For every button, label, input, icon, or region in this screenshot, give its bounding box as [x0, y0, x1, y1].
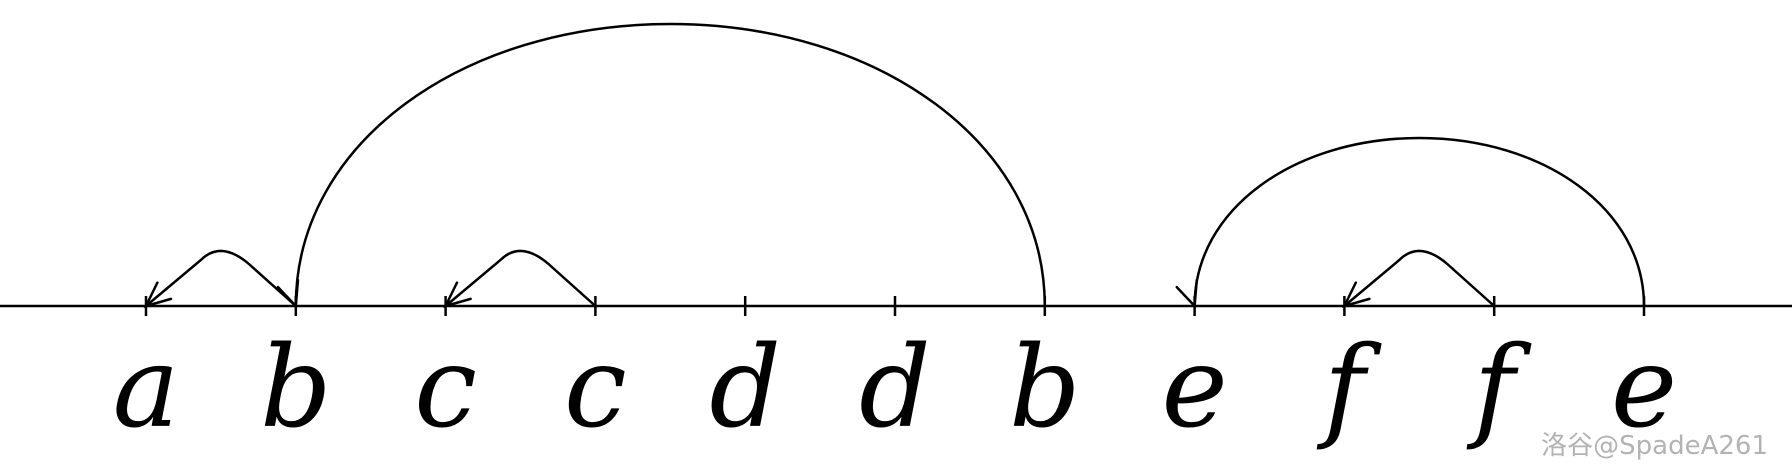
sequence-letter: d	[859, 323, 931, 453]
sequence-letter: b	[260, 323, 332, 453]
arc-arrow	[443, 249, 597, 308]
arc-path	[1193, 136, 1646, 307]
arrowhead	[143, 281, 173, 308]
watermark: 洛谷@SpadeA261	[1541, 431, 1768, 461]
sequence-letter: b	[1009, 323, 1081, 453]
arrowhead	[443, 281, 472, 308]
sequence-letter: e	[1611, 323, 1677, 453]
arrowhead	[1342, 281, 1371, 308]
sequence-letter: c	[564, 323, 627, 453]
sequence-letter: d	[709, 323, 781, 453]
arc-path	[444, 249, 597, 307]
sequence-letter: c	[414, 323, 477, 453]
sequence-letter: f	[1317, 323, 1383, 453]
arc-arrow	[276, 22, 1047, 309]
arc-arrow	[1342, 249, 1496, 308]
arc-path	[294, 22, 1047, 307]
arc-path	[1343, 249, 1496, 307]
arc-arrow	[1175, 136, 1646, 309]
arrowhead	[276, 278, 300, 309]
arc-arrow	[143, 249, 297, 308]
sequence-letter: e	[1161, 323, 1227, 453]
arc-path	[145, 249, 297, 307]
sequence-letter: a	[113, 323, 180, 453]
sequence-letter: f	[1466, 323, 1532, 453]
arrow-arcs	[143, 22, 1646, 309]
arrowhead	[1175, 278, 1199, 309]
